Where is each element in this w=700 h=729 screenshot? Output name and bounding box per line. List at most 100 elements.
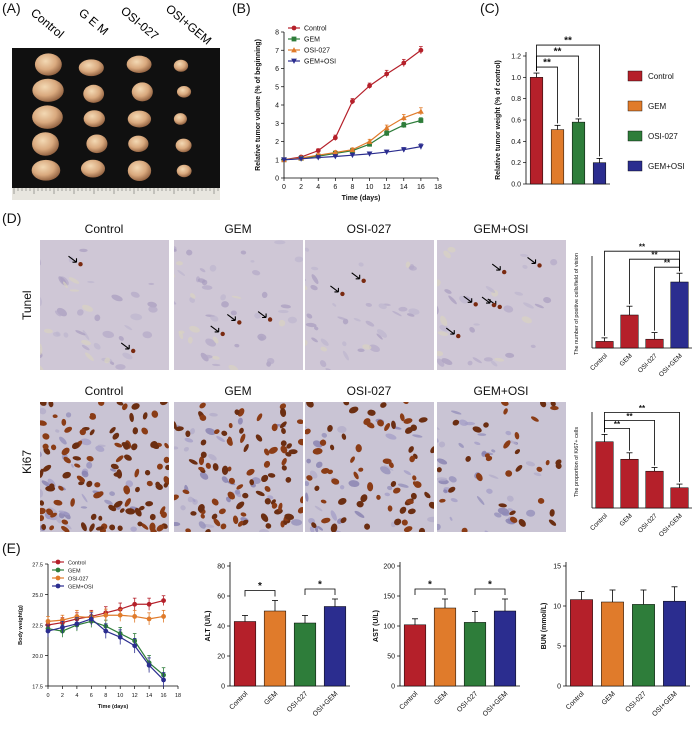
ki67-positive-nucleus bbox=[228, 422, 233, 429]
nucleus bbox=[315, 461, 323, 469]
tumor-photo-svg bbox=[12, 53, 220, 200]
data-point bbox=[417, 108, 424, 114]
nucleus bbox=[384, 492, 391, 497]
bar-0 bbox=[403, 624, 427, 687]
tunel-positive-cell bbox=[537, 263, 542, 268]
tissue-background bbox=[40, 402, 169, 532]
nucleus bbox=[365, 320, 375, 327]
ki67-positive-nucleus bbox=[227, 466, 232, 472]
tumor bbox=[173, 113, 187, 125]
data-point bbox=[383, 149, 390, 155]
ki67-positive-nucleus bbox=[278, 502, 283, 512]
ki67-positive-nucleus bbox=[226, 438, 233, 446]
significance-bracket bbox=[604, 412, 680, 483]
legend-label: OSI-027 bbox=[68, 577, 88, 583]
ki67-positive-nucleus bbox=[49, 525, 55, 531]
ki67-positive-nucleus bbox=[52, 414, 58, 419]
y-tick-label: 4 bbox=[275, 103, 279, 110]
ki67-positive-nucleus bbox=[146, 480, 153, 487]
nucleus bbox=[339, 485, 345, 490]
ki67-positive-nucleus bbox=[393, 487, 401, 494]
nucleus bbox=[252, 270, 261, 276]
series-3 bbox=[281, 143, 424, 163]
ki67-positive-nucleus bbox=[211, 498, 219, 506]
nucleus bbox=[408, 265, 417, 271]
ki67-gem-image bbox=[174, 402, 303, 532]
ki67-positive-nucleus bbox=[360, 494, 368, 503]
tumor bbox=[34, 53, 62, 76]
ki67-positive-nucleus bbox=[163, 476, 169, 485]
ki67-positive-nucleus bbox=[265, 523, 272, 529]
x-axis-label: Time (days) bbox=[98, 704, 129, 710]
ki67-positive-nucleus bbox=[141, 427, 149, 435]
y-tick-label: 20.0 bbox=[32, 654, 43, 660]
ki67-positive-nucleus bbox=[53, 499, 63, 506]
nucleus bbox=[237, 417, 243, 425]
y-tick-label: 0 bbox=[221, 684, 225, 691]
bar-0 bbox=[233, 621, 257, 687]
ki67-positive-nucleus bbox=[156, 524, 165, 532]
nucleus bbox=[40, 489, 44, 498]
nucleus bbox=[95, 445, 105, 452]
y-axis-label: The number of positive cells/field of vi… bbox=[574, 253, 580, 355]
nucleus bbox=[311, 337, 318, 343]
ki67-positive-nucleus bbox=[439, 498, 446, 503]
nucleus bbox=[441, 358, 453, 365]
nucleus bbox=[178, 331, 184, 340]
ki67-positive-nucleus bbox=[197, 504, 205, 513]
y-tick-label: 5 bbox=[275, 84, 279, 91]
nucleus bbox=[477, 433, 487, 436]
data-point bbox=[45, 628, 51, 634]
bar-3 bbox=[663, 600, 686, 687]
data-point bbox=[384, 71, 390, 77]
ki67-positive-nucleus bbox=[95, 526, 105, 531]
tumor bbox=[32, 78, 64, 102]
nucleus bbox=[280, 304, 291, 309]
ki67-positive-nucleus bbox=[140, 522, 149, 530]
nucleus bbox=[210, 315, 219, 322]
ki67-positive-nucleus bbox=[234, 409, 240, 415]
tumor bbox=[32, 132, 59, 156]
ki67-positive-nucleus bbox=[241, 519, 249, 526]
ki67-positive-nucleus bbox=[255, 434, 263, 442]
chart-relative-tumor-weight: 0.0 0.2 0.4 0.6 0.8 1.0 1.2 Relative tumor weig… bbox=[495, 36, 685, 189]
data-point bbox=[332, 135, 338, 141]
ki67-positive-nucleus bbox=[461, 527, 468, 532]
ki67-positive-nucleus bbox=[200, 439, 207, 446]
ki67-positive-nucleus bbox=[163, 456, 169, 464]
nucleus bbox=[348, 480, 360, 487]
row-label-ki67: Ki67 bbox=[20, 449, 34, 474]
nucleus bbox=[342, 318, 349, 325]
legend-marker bbox=[55, 567, 61, 573]
legend-marker bbox=[291, 25, 297, 31]
ki67-positive-nucleus bbox=[271, 423, 278, 432]
ki67-positive-nucleus bbox=[376, 494, 381, 500]
ki67-positive-nucleus bbox=[129, 412, 134, 423]
ki67-positive-nucleus bbox=[264, 486, 271, 492]
nucleus bbox=[189, 325, 200, 333]
ki67-positive-nucleus bbox=[124, 498, 131, 507]
significance-label: * bbox=[318, 580, 322, 591]
nucleus bbox=[319, 360, 327, 368]
nucleus bbox=[332, 303, 337, 307]
ki67-positive-nucleus bbox=[46, 508, 54, 516]
ki67-positive-nucleus bbox=[394, 518, 402, 526]
ki67-positive-nucleus bbox=[286, 443, 292, 449]
nucleus bbox=[337, 316, 347, 321]
ki67-positive-nucleus bbox=[79, 428, 87, 436]
ki67-positive-nucleus bbox=[306, 475, 313, 481]
bar-3 bbox=[493, 610, 517, 687]
ki67-positive-nucleus bbox=[409, 455, 416, 463]
ki67-positive-nucleus bbox=[242, 492, 249, 499]
ki67-positive-nucleus bbox=[155, 481, 161, 488]
nucleus bbox=[305, 481, 310, 487]
chart-ki67-proportion: The proportion of Ki67+ cells Control GEM O… bbox=[574, 404, 692, 538]
x-tick-label: 0 bbox=[282, 184, 286, 191]
nucleus bbox=[472, 357, 482, 364]
legend-swatch bbox=[627, 100, 643, 112]
ki67-positive-nucleus bbox=[123, 485, 131, 495]
arrow-icon bbox=[463, 295, 473, 303]
ki67-positive-nucleus bbox=[113, 500, 123, 508]
nucleus bbox=[58, 510, 70, 516]
panel-label-c: (C) bbox=[480, 0, 500, 16]
